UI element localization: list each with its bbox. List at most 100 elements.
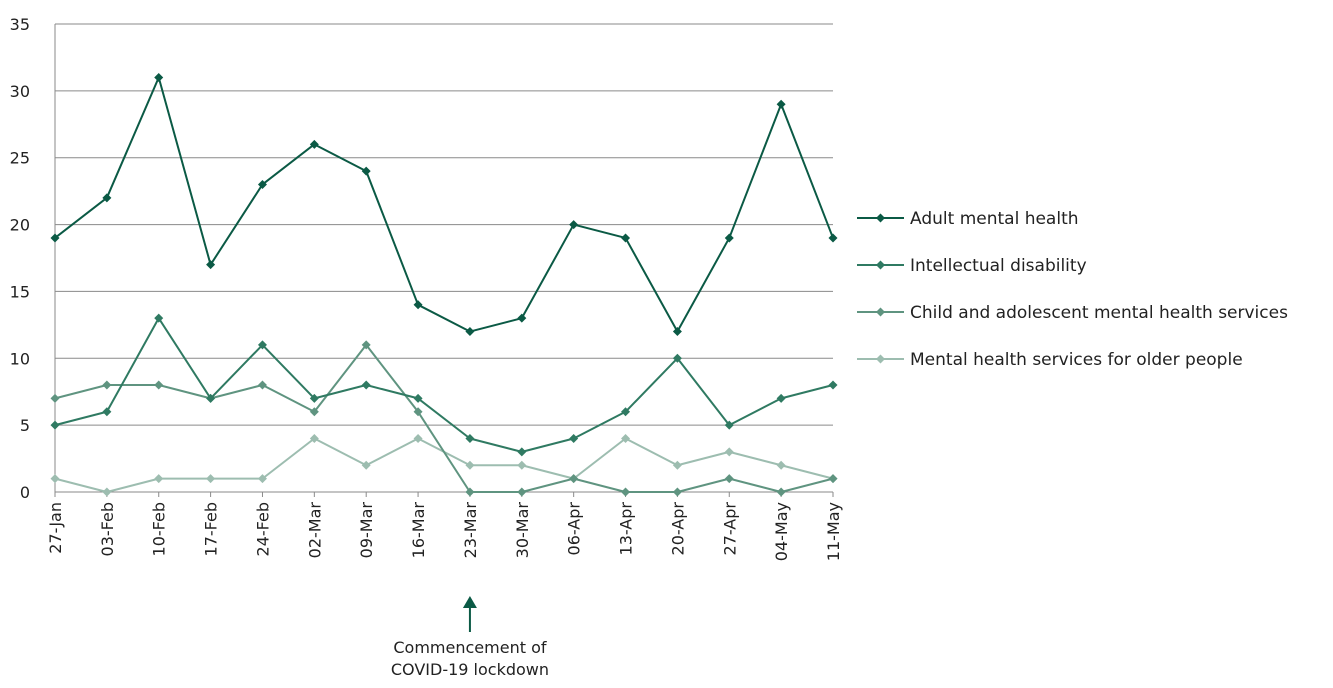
data-point — [828, 474, 838, 484]
data-point — [621, 407, 631, 417]
annotation-text: COVID-19 lockdown — [391, 660, 549, 679]
data-point — [828, 380, 838, 390]
series-lines — [50, 72, 838, 497]
data-point — [154, 474, 164, 484]
x-tick-label: 02-Mar — [305, 502, 324, 559]
legend-item: Mental health services for older people — [857, 350, 1243, 370]
data-point — [309, 393, 319, 403]
legend-item: Adult mental health — [857, 209, 1079, 229]
y-tick-label: 15 — [10, 282, 30, 301]
annotation: Commencement of COVID-19 lockdown — [391, 596, 549, 679]
data-point — [724, 420, 734, 430]
data-point — [206, 393, 216, 403]
data-point — [309, 434, 319, 444]
data-point — [257, 380, 267, 390]
data-point — [102, 407, 112, 417]
annotation-text: Commencement of — [393, 638, 546, 657]
legend-swatch-marker — [876, 213, 885, 223]
x-tick-label: 23-Mar — [461, 502, 480, 559]
series-line — [54, 317, 834, 453]
data-point — [724, 447, 734, 457]
data-point — [257, 474, 267, 484]
data-point — [465, 434, 475, 444]
data-point — [102, 193, 112, 203]
legend-swatch-marker — [876, 260, 885, 270]
data-point — [413, 434, 423, 444]
data-point — [569, 434, 579, 444]
data-point — [50, 393, 60, 403]
data-point — [361, 166, 371, 176]
data-point — [102, 487, 112, 497]
data-point — [517, 313, 527, 323]
series-1 — [50, 313, 838, 457]
data-point — [569, 220, 579, 230]
y-tick-label: 5 — [20, 416, 30, 435]
data-point — [361, 380, 371, 390]
data-point — [776, 460, 786, 470]
legend-item: Child and adolescent mental health servi… — [857, 303, 1288, 323]
legend-swatch-marker — [876, 307, 885, 317]
data-point — [361, 460, 371, 470]
y-tick-label: 0 — [20, 483, 30, 502]
axes: 0 5 10 15 20 25 30 35 27-Jan 03-Feb 10-Feb 17-Feb 24… — [10, 15, 843, 561]
data-point — [517, 487, 527, 497]
data-point — [517, 460, 527, 470]
data-point — [621, 434, 631, 444]
data-point — [465, 487, 475, 497]
data-point — [672, 487, 682, 497]
x-tick-label: 03-Feb — [98, 502, 117, 556]
annotation-arrow-head — [462, 596, 477, 608]
legend-swatch-marker — [876, 354, 885, 364]
legend-label: Mental health services for older people — [910, 350, 1243, 370]
data-point — [724, 233, 734, 243]
legend-label: Intellectual disability — [910, 256, 1087, 276]
y-tick-label: 35 — [10, 15, 30, 34]
y-tick-label: 10 — [10, 349, 30, 368]
data-point — [776, 393, 786, 403]
series-line — [54, 437, 834, 493]
data-point — [413, 300, 423, 310]
data-point — [50, 233, 60, 243]
data-point — [672, 327, 682, 337]
data-point — [621, 487, 631, 497]
data-point — [102, 380, 112, 390]
x-tick-label: 27-Apr — [720, 502, 739, 556]
data-point — [413, 407, 423, 417]
legend-item: Intellectual disability — [857, 256, 1087, 276]
data-point — [309, 407, 319, 417]
x-tick-label: 04-May — [772, 502, 791, 561]
data-point — [154, 313, 164, 323]
data-point — [776, 487, 786, 497]
legend-label: Child and adolescent mental health servi… — [910, 303, 1288, 323]
data-point — [621, 233, 631, 243]
data-point — [257, 340, 267, 350]
data-point — [569, 474, 579, 484]
data-point — [724, 474, 734, 484]
data-point — [465, 460, 475, 470]
data-point — [672, 353, 682, 363]
data-point — [828, 233, 838, 243]
x-tick-label: 17-Feb — [202, 502, 221, 556]
data-point — [776, 99, 786, 109]
x-tick-label: 20-Apr — [668, 502, 687, 556]
data-point — [206, 260, 216, 270]
y-tick-label: 25 — [10, 149, 30, 168]
y-tick-label: 20 — [10, 216, 30, 235]
legend: Adult mental health Intellectual disabili… — [857, 209, 1288, 370]
x-tick-label: 10-Feb — [150, 502, 169, 556]
x-tick-label: 11-May — [824, 502, 843, 561]
data-point — [361, 340, 371, 350]
x-tick-label: 13-Apr — [617, 502, 636, 556]
data-point — [465, 327, 475, 337]
gridlines — [55, 23, 833, 426]
x-tick-label: 24-Feb — [253, 502, 272, 556]
data-point — [309, 139, 319, 149]
series-line — [54, 343, 834, 493]
data-point — [257, 179, 267, 189]
x-tick-label: 09-Mar — [357, 502, 376, 559]
data-point — [672, 460, 682, 470]
data-point — [517, 447, 527, 457]
data-point — [154, 72, 164, 82]
